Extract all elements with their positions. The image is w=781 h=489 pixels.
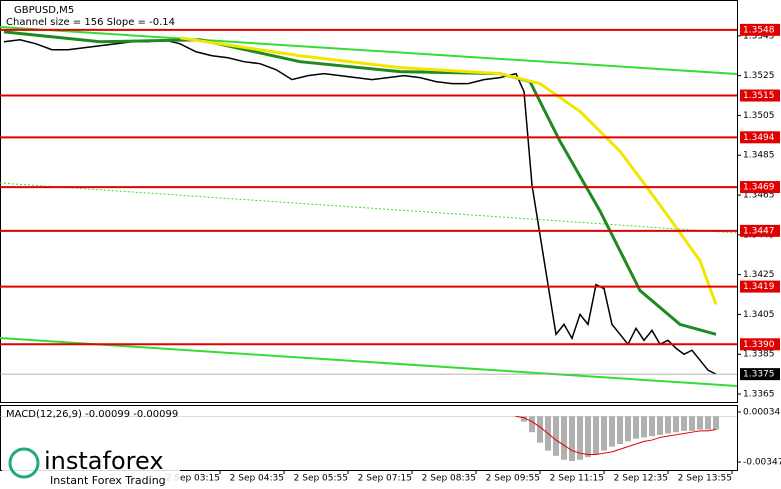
level-label: 1.3447 — [743, 226, 775, 236]
level-label: 1.3515 — [743, 91, 775, 101]
level-label: 1.3494 — [743, 133, 775, 143]
macd-label: MACD(12,26,9) -0.00099 -0.00099 — [6, 409, 178, 420]
channel-top — [0, 26, 738, 75]
macd-bar — [649, 416, 655, 437]
macd-bar — [577, 416, 583, 460]
y-tick-label: 1.3505 — [743, 111, 775, 121]
macd-bar — [625, 416, 631, 442]
macd-bar — [601, 416, 607, 451]
macd-bar — [633, 416, 639, 439]
y-tick-label: 1.3465 — [743, 191, 775, 201]
level-label-bg — [740, 280, 780, 293]
y-tick-label: 1.3485 — [743, 151, 775, 161]
y-tick-label: 1.3365 — [743, 390, 775, 400]
macd-bar — [697, 416, 703, 430]
macd-bar — [705, 416, 711, 430]
macd-tick-label: 0.00034 — [743, 407, 780, 417]
channel-bottom — [0, 337, 738, 387]
macd-bar — [569, 416, 575, 462]
macd-bar — [641, 416, 647, 438]
y-tick-label: 1.3385 — [743, 350, 775, 360]
logo-tagline: Instant Forex Trading — [50, 474, 166, 487]
level-label-bg — [740, 224, 780, 237]
macd-bar — [553, 416, 559, 456]
macd-bar — [689, 416, 695, 431]
macd-bar — [593, 416, 599, 455]
macd-bar — [673, 416, 679, 433]
macd-bar — [617, 416, 623, 444]
last-price-bg — [740, 368, 780, 381]
macd-frame — [0, 405, 738, 471]
level-label-bg — [740, 131, 780, 144]
macd-signal — [515, 415, 717, 456]
main-frame — [0, 0, 738, 403]
channel-mid — [0, 182, 738, 234]
chart-title: GBPUSD,M5 — [14, 5, 74, 16]
macd-bar — [665, 416, 671, 434]
x-tick-label: 2 Sep 04:35 — [230, 474, 284, 484]
x-tick-label: 2 Sep 09:55 — [486, 474, 540, 484]
level-label-bg — [740, 23, 780, 36]
x-tick-label: 2 Sep 12:35 — [614, 474, 668, 484]
plot — [3, 30, 718, 375]
level-label-bg — [740, 338, 780, 351]
x-tick-label: 2 Sep 08:35 — [422, 474, 476, 484]
macd-bar — [681, 416, 687, 431]
logo: instaforex Instant Forex Trading — [2, 444, 180, 488]
y-tick-label: 1.3545 — [743, 31, 775, 41]
macd-tick-label: -0.00347 — [743, 457, 781, 467]
x-tick-label: 2 Sep 07:15 — [358, 474, 412, 484]
y-tick-label: 1.3405 — [743, 310, 775, 320]
y-tick-label: 1.3525 — [743, 71, 775, 81]
level-label-bg — [740, 181, 780, 194]
level-label: 1.3548 — [743, 25, 775, 35]
x-tick-label: 2 Sep 05:55 — [294, 474, 348, 484]
level-label: 1.3390 — [743, 340, 775, 350]
macd-bar — [529, 416, 535, 433]
x-tick-label: 2 Sep 11:15 — [550, 474, 604, 484]
level-label: 1.3469 — [743, 183, 775, 193]
y-tick-label: 1.3425 — [743, 270, 775, 280]
macd-bar — [537, 416, 543, 443]
macd-bar — [713, 416, 719, 430]
macd-bar — [609, 416, 615, 447]
logo-icon — [8, 447, 40, 479]
x-tick-label: 2 Sep 03:15 — [166, 474, 220, 484]
level-label-bg — [740, 89, 780, 102]
logo-name: instaforex — [44, 447, 164, 475]
macd-bar — [521, 416, 527, 422]
chart-subtitle: Channel size = 156 Slope = -0.14 — [6, 17, 175, 28]
macd-bar — [561, 416, 567, 460]
last-price-label: 1.3375 — [743, 370, 775, 380]
macd-bar — [585, 416, 591, 458]
series-line — [179, 36, 718, 306]
x-tick-label: 2 Sep 13:55 — [678, 474, 732, 484]
macd-bar — [657, 416, 663, 435]
level-label: 1.3419 — [743, 282, 775, 292]
